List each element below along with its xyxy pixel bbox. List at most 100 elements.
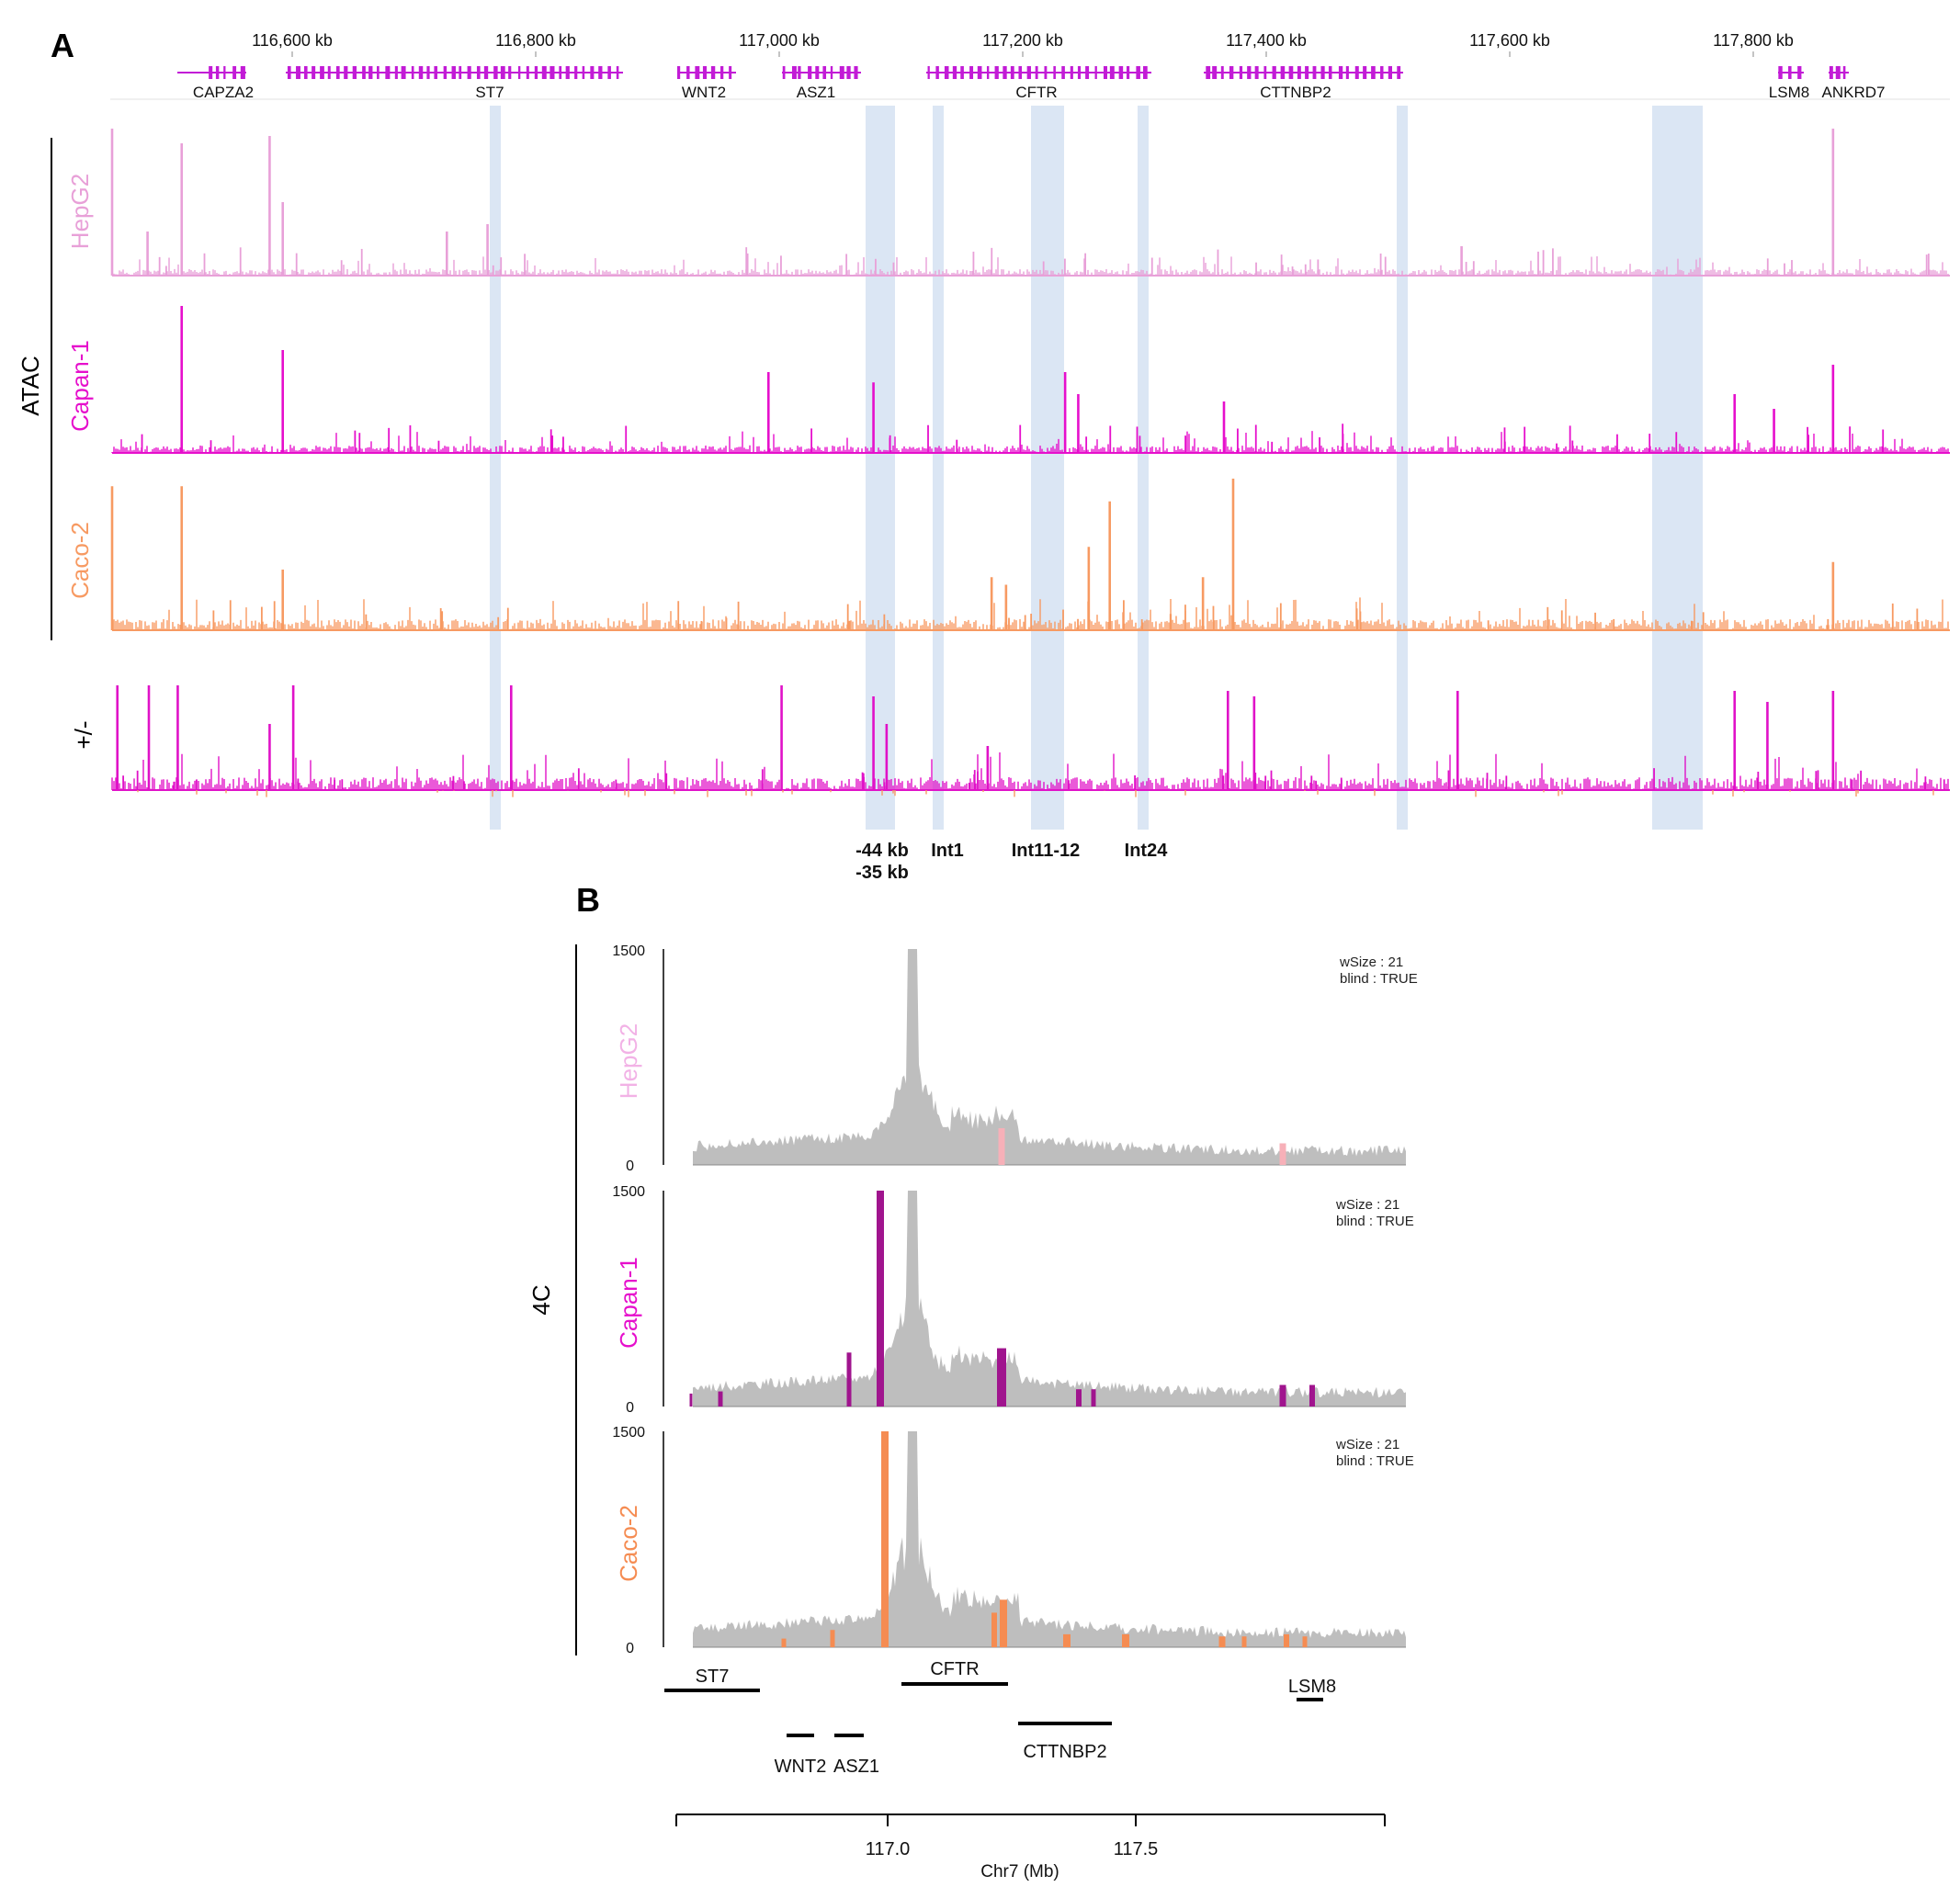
4c-annotations: wSize : 21 blind : TRUE wSize : 21 blind…: [1335, 955, 1418, 1469]
gene-exon: [1288, 66, 1294, 79]
gene-exon: [565, 66, 570, 79]
gene-exon: [1212, 66, 1218, 79]
4c-significant-bin: [997, 1348, 1006, 1407]
y-tick-max: 1500: [612, 944, 645, 959]
gene-exon: [1085, 66, 1090, 79]
highlight-region: [490, 106, 501, 830]
gene-track: CAPZA2 ST7 WNT2 ASZ1 CFTR CTTNBP2 LSM8 A…: [177, 66, 1885, 101]
gene-label: CFTR: [1015, 84, 1057, 101]
gene-exon: [209, 66, 213, 79]
gene-exon: [822, 66, 827, 79]
gene-model-cftr: [926, 66, 1151, 79]
gene-exon: [1354, 66, 1359, 79]
signal-noise: [111, 752, 1949, 790]
gene-exon: [719, 66, 724, 79]
gene-exon: [426, 66, 430, 79]
gene-exon: [1388, 66, 1392, 79]
4c-track-capan1: [689, 1191, 1406, 1407]
highlight-region-int24: [1138, 106, 1149, 830]
gene-exon: [1026, 66, 1031, 79]
gene-exon: [977, 66, 982, 79]
4c-track-label-capan1: Capan-1: [615, 1257, 642, 1349]
annotation-blind: blind : TRUE: [1340, 971, 1418, 987]
panel-a-letter: A: [51, 27, 74, 64]
4c-significant-bin: [1076, 1389, 1082, 1407]
gene-exon: [1247, 66, 1252, 79]
gene-exon: [549, 66, 555, 79]
coordinate-ruler: 116,600 kb 116,800 kb 117,000 kb 117,200…: [110, 31, 1950, 100]
gene-exon: [434, 66, 437, 79]
coord-label: 117,400 kb: [1226, 31, 1307, 50]
gene-exon: [960, 66, 964, 79]
4c-significant-bin: [1279, 1143, 1286, 1165]
chr7-axis: [675, 1814, 1386, 1826]
gene-exon: [574, 66, 578, 79]
diff-side-label: +/-: [70, 720, 97, 749]
gene-exon: [215, 66, 220, 79]
y-tick-max: 1500: [612, 1184, 645, 1200]
gene-exon: [1345, 66, 1349, 79]
gene-exon: [935, 66, 939, 79]
gene-model-asz1: [782, 66, 861, 79]
gene-exon: [418, 66, 424, 79]
4c-significant-bin: [781, 1638, 787, 1647]
gene-exon: [695, 66, 700, 79]
gene-exon: [839, 66, 844, 79]
coord-label: 116,600 kb: [252, 31, 333, 50]
4c-track-label-hepg2: HepG2: [615, 1023, 642, 1099]
gene-exon: [986, 66, 990, 79]
gene-label: CFTR: [930, 1659, 979, 1679]
gene-exon: [1053, 66, 1056, 79]
gene-label: CTTNBP2: [1023, 1742, 1106, 1762]
4c-significant-bin: [718, 1391, 723, 1407]
y-tick-min: 0: [626, 1400, 634, 1416]
gene-exon: [1061, 66, 1065, 79]
annotation-blind: blind : TRUE: [1336, 1453, 1414, 1469]
gene-exon: [1220, 66, 1224, 79]
element-label-int24: Int24: [1125, 841, 1169, 861]
y-tick-max: 1500: [612, 1425, 645, 1441]
gene-exon: [1143, 66, 1148, 79]
coord-label: 117,800 kb: [1713, 31, 1794, 50]
gene-exon: [815, 66, 820, 79]
coord-label: 117,200 kb: [982, 31, 1063, 50]
gene-exon: [500, 66, 505, 79]
4c-significant-bin: [846, 1352, 852, 1407]
gene-exon: [1126, 66, 1130, 79]
coord-label: 116,800 kb: [495, 31, 576, 50]
4c-significant-bin: [998, 1128, 1005, 1165]
gene-exon: [1312, 66, 1317, 79]
gene-exon: [541, 66, 547, 79]
gene-exon: [312, 66, 316, 79]
4c-side-label: 4C: [527, 1284, 555, 1315]
annotation-wsize: wSize : 21: [1335, 1437, 1399, 1452]
4c-track-label-caco2: Caco-2: [615, 1505, 642, 1582]
gene-exon: [1103, 66, 1108, 79]
gene-exon: [1829, 66, 1833, 79]
gene-exon: [854, 66, 858, 79]
track-label-caco2: Caco-2: [66, 522, 94, 599]
gene-exon: [296, 66, 300, 79]
gene-label: ANKRD7: [1822, 84, 1886, 101]
x-tick-label: 117.0: [866, 1839, 911, 1859]
gene-model-lsm8: [1778, 66, 1804, 79]
x-tick-label: 117.5: [1114, 1839, 1159, 1859]
gene-label: CAPZA2: [193, 84, 254, 101]
atac-track-caco2: [110, 479, 1950, 631]
gene-exon: [607, 66, 611, 79]
element-label-int1: Int1: [931, 841, 964, 861]
4c-track-caco2: [693, 1431, 1406, 1648]
gene-exon: [385, 66, 391, 79]
gene-exon: [303, 66, 308, 79]
highlight-region-44kb: [866, 106, 895, 830]
gene-exon: [1254, 66, 1259, 79]
gene-exon: [1018, 66, 1023, 79]
gene-exon: [994, 66, 999, 79]
gene-exon: [702, 66, 708, 79]
4c-significant-bin: [830, 1630, 835, 1647]
atac-track-hepg2: [110, 129, 1950, 277]
gene-exon: [344, 66, 348, 79]
4c-contact-profile: [693, 949, 1406, 1165]
element-label-44kb: -44 kb: [855, 841, 909, 861]
gene-exon: [1778, 66, 1783, 79]
